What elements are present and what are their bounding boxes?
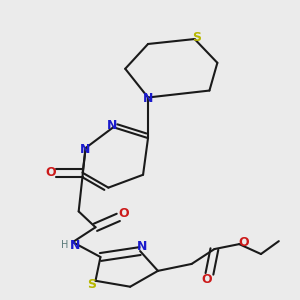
Text: O: O	[46, 166, 56, 179]
Text: S: S	[87, 278, 96, 291]
Text: N: N	[143, 92, 153, 105]
Text: O: O	[118, 207, 129, 220]
Text: N: N	[137, 240, 147, 253]
Text: N: N	[70, 238, 80, 252]
Text: H: H	[61, 240, 68, 250]
Text: N: N	[107, 119, 118, 132]
Text: S: S	[192, 31, 201, 44]
Text: N: N	[80, 142, 90, 155]
Text: O: O	[239, 236, 249, 249]
Text: O: O	[201, 273, 212, 286]
